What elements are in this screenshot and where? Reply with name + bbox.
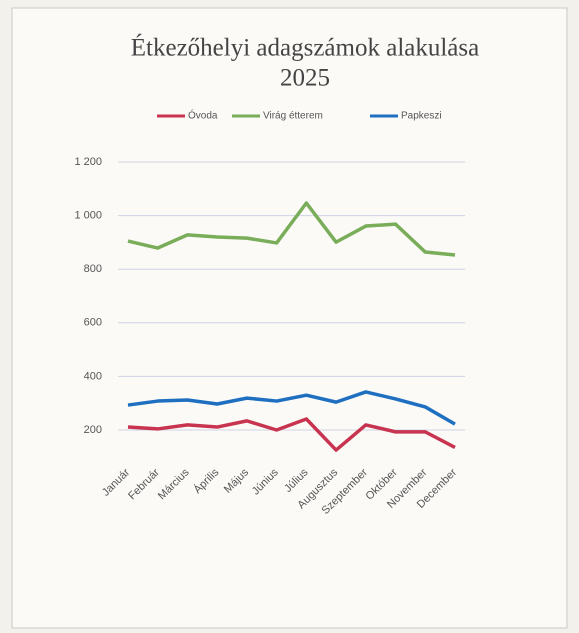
chart-subtitle: 2025 — [280, 65, 330, 92]
series-line — [127, 201, 456, 257]
y-tick-label: 200 — [84, 424, 102, 436]
chart-title: Étkezőhelyi adagszámok alakulása — [131, 34, 479, 62]
legend-label: Óvoda — [188, 109, 218, 122]
y-tick-label: 800 — [84, 263, 102, 275]
y-tick-label: 400 — [84, 370, 102, 382]
series-line — [127, 390, 456, 426]
legend-label: Virág étterem — [263, 111, 323, 122]
chart-frame — [11, 7, 568, 629]
legend-label: Papkeszi — [401, 111, 442, 122]
y-tick-label: 600 — [84, 317, 102, 329]
y-tick-label: 1 000 — [74, 210, 102, 222]
series-line — [127, 417, 456, 452]
y-tick-label: 1 200 — [74, 156, 102, 168]
